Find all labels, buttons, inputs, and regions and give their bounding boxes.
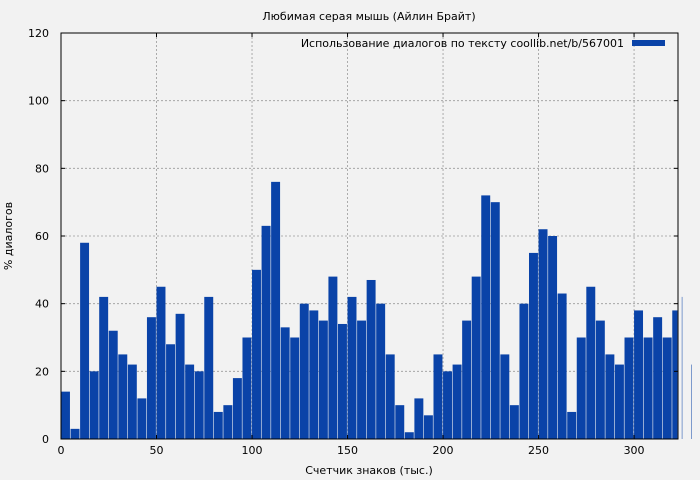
bar [653,317,663,439]
bar [137,398,147,439]
bar [185,364,195,439]
bar [681,296,683,439]
bar [290,337,300,439]
bar [232,378,242,439]
bar [385,354,395,439]
bar [366,279,376,439]
bar [223,405,233,439]
bar [80,242,90,439]
bar [643,337,653,439]
x-tick-label: 100 [242,444,263,457]
bar [614,364,624,439]
bar [567,411,577,439]
bar [261,225,271,439]
bar [213,411,223,439]
bar [99,296,109,439]
bar [538,229,548,439]
x-tick-label: 300 [624,444,645,457]
bar [634,310,644,439]
bar [672,310,678,439]
bar [175,313,185,439]
x-tick-label: 0 [58,444,65,457]
legend-swatch [632,40,665,46]
bar [481,195,491,439]
y-tick-label: 80 [35,162,49,175]
bar [423,415,433,439]
bar [357,320,367,439]
bar [404,432,414,439]
bar [576,337,586,439]
y-axis-label: % диалогов [2,202,15,270]
bar [662,337,672,439]
bar [347,296,357,439]
bar [108,330,118,439]
bar [299,303,309,439]
bar [586,286,596,439]
y-tick-label: 40 [35,298,49,311]
y-axis-ticks: 0 20 40 60 80 100 120 [28,27,678,446]
x-tick-label: 200 [433,444,454,457]
x-tick-label: 150 [337,444,358,457]
legend-label: Использование диалогов по тексту coollib… [301,37,624,50]
bar [509,405,519,439]
x-tick-label: 250 [528,444,549,457]
bar [61,391,70,439]
bar [548,236,558,439]
bar [146,317,156,439]
chart-title: Любимая серая мышь (Айлин Брайт) [262,10,475,23]
bar [452,364,462,439]
bar [529,252,538,439]
bar [605,354,615,439]
bar [395,405,405,439]
y-tick-label: 20 [35,365,49,378]
y-tick-label: 60 [35,230,49,243]
bar [204,296,214,439]
bar [595,320,605,439]
bar [500,354,510,439]
bar [242,337,252,439]
bar [519,303,529,439]
bar [691,364,692,439]
bar [309,310,319,439]
legend: Использование диалогов по тексту coollib… [301,37,665,50]
x-axis-ticks: 0 50 100 150 200 250 300 [58,33,645,457]
bar [194,371,204,439]
x-axis-label: Счетчик знаков (тыс.) [305,464,433,477]
bar [414,398,424,439]
bar [156,286,166,439]
bar [318,320,328,439]
bar [490,202,500,439]
bar [252,269,261,439]
bar [70,428,80,439]
bar [433,354,443,439]
bar [271,181,281,439]
bar [471,276,481,439]
bar [624,337,634,439]
bar [376,303,386,439]
bar [462,320,472,439]
bar [328,276,338,439]
bar-series [61,181,692,439]
y-tick-label: 120 [28,27,49,40]
bar [337,323,347,439]
bar [118,354,128,439]
y-tick-label: 100 [28,95,49,108]
bar [89,371,99,439]
bar [280,327,290,439]
bar [127,364,137,439]
y-tick-label: 0 [42,433,49,446]
x-tick-label: 50 [150,444,164,457]
bar [557,293,567,439]
bar [166,344,176,439]
bar [443,371,452,439]
